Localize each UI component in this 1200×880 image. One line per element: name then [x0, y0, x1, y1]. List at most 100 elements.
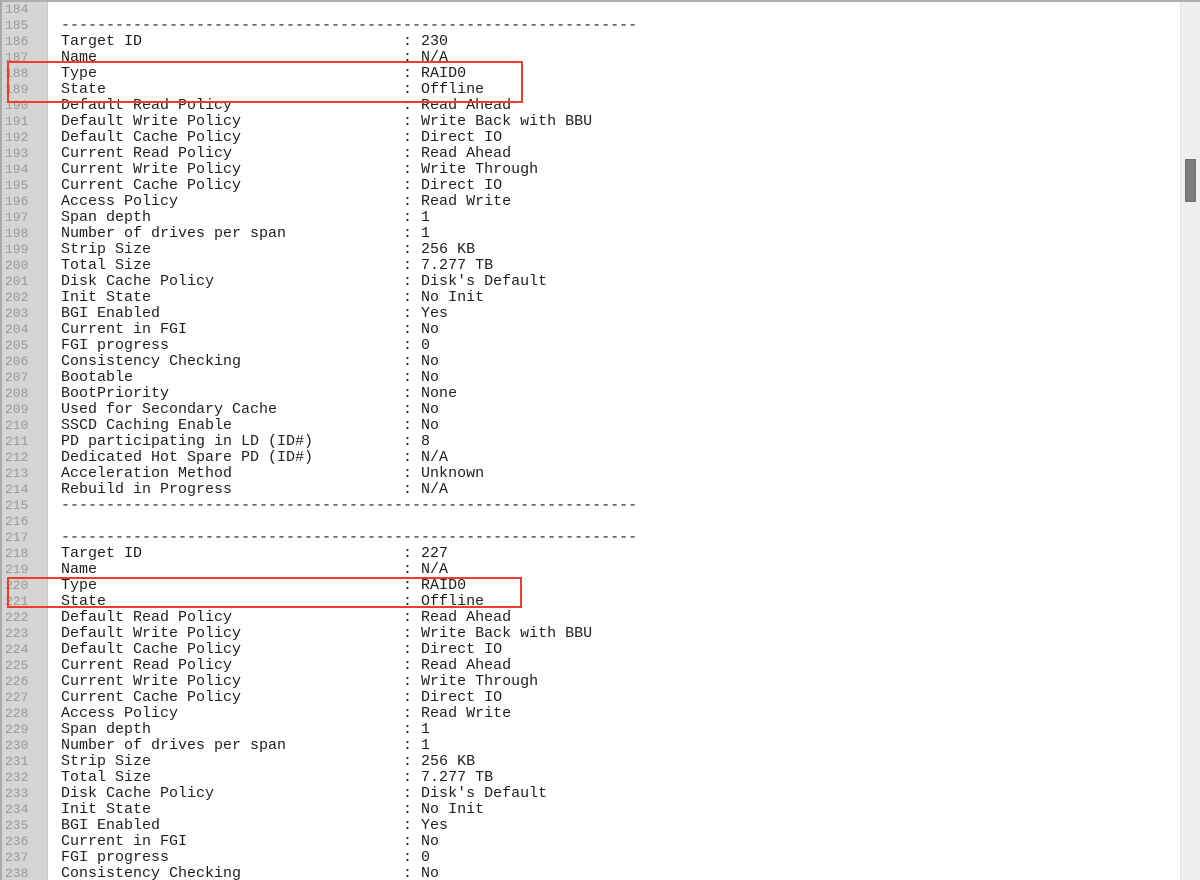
log-line-text: BootPriority : None	[61, 385, 458, 402]
code-line: 217 -------------------------------------…	[2, 530, 1200, 546]
line-number: 204	[2, 322, 48, 338]
line-number: 210	[2, 418, 48, 434]
line-number: 194	[2, 162, 48, 178]
log-line-text: Current in FGI : No	[61, 321, 440, 338]
log-line-text: Target ID : 230	[61, 33, 449, 50]
code-line: 213 Acceleration Method : Unknown	[2, 466, 1200, 482]
scrollbar-thumb[interactable]	[1185, 159, 1196, 202]
log-line-text: Name : N/A	[61, 561, 449, 578]
line-number: 221	[2, 594, 48, 610]
log-line-text: Current in FGI : No	[61, 833, 440, 850]
line-number: 184	[2, 2, 48, 18]
line-number: 212	[2, 450, 48, 466]
line-number: 188	[2, 66, 48, 82]
code-line: 232 Total Size : 7.277 TB	[2, 770, 1200, 786]
line-number: 190	[2, 98, 48, 114]
blank-line	[48, 2, 1200, 18]
line-number: 200	[2, 258, 48, 274]
line-number: 213	[2, 466, 48, 482]
log-line-text: Number of drives per span : 1	[61, 737, 431, 754]
log-line-text: Init State : No Init	[61, 801, 485, 818]
separator-line: ----------------------------------------…	[61, 17, 638, 34]
log-line-text: Number of drives per span : 1	[61, 225, 431, 242]
line-number: 208	[2, 386, 48, 402]
code-line: 187 Name : N/A	[2, 50, 1200, 66]
code-line: 198 Number of drives per span : 1	[2, 226, 1200, 242]
code-line: 214 Rebuild in Progress : N/A	[2, 482, 1200, 498]
code-line: 197 Span depth : 1	[2, 210, 1200, 226]
log-line-text: Current Read Policy : Read Ahead	[61, 145, 512, 162]
log-line-text: Default Cache Policy : Direct IO	[61, 641, 503, 658]
line-number: 191	[2, 114, 48, 130]
code-line: 234 Init State : No Init	[2, 802, 1200, 818]
line-number: 222	[2, 610, 48, 626]
code-line: 195 Current Cache Policy : Direct IO	[2, 178, 1200, 194]
code-line: 222 Default Read Policy : Read Ahead	[2, 610, 1200, 626]
log-line-text: Name : N/A	[61, 49, 449, 66]
code-line: 206 Consistency Checking : No	[2, 354, 1200, 370]
code-line: 216	[2, 514, 1200, 530]
log-line-text: Total Size : 7.277 TB	[61, 769, 494, 786]
log-line-text: Span depth : 1	[61, 721, 431, 738]
code-line: 208 BootPriority : None	[2, 386, 1200, 402]
separator-line: ----------------------------------------…	[61, 497, 638, 514]
log-line-text: State : Offline	[61, 81, 485, 98]
code-line: 212 Dedicated Hot Spare PD (ID#) : N/A	[2, 450, 1200, 466]
code-line: 200 Total Size : 7.277 TB	[2, 258, 1200, 274]
code-line: 191 Default Write Policy : Write Back wit…	[2, 114, 1200, 130]
code-line: 228 Access Policy : Read Write	[2, 706, 1200, 722]
line-number: 211	[2, 434, 48, 450]
line-number: 207	[2, 370, 48, 386]
vertical-scrollbar[interactable]	[1180, 2, 1200, 880]
code-line: 229 Span depth : 1	[2, 722, 1200, 738]
line-number: 196	[2, 194, 48, 210]
line-number: 226	[2, 674, 48, 690]
log-line-text: Dedicated Hot Spare PD (ID#) : N/A	[61, 449, 449, 466]
code-line: 186 Target ID : 230	[2, 34, 1200, 50]
line-number: 217	[2, 530, 48, 546]
log-line-text: State : Offline	[61, 593, 485, 610]
code-line: 204 Current in FGI : No	[2, 322, 1200, 338]
log-line-text: Target ID : 227	[61, 545, 449, 562]
log-line-text: Current Write Policy : Write Through	[61, 161, 539, 178]
code-line: 215 -------------------------------------…	[2, 498, 1200, 514]
blank-line	[48, 514, 1200, 530]
line-number: 199	[2, 242, 48, 258]
log-line-text: Bootable : No	[61, 369, 440, 386]
log-line-text: Span depth : 1	[61, 209, 431, 226]
line-number: 230	[2, 738, 48, 754]
log-line-text: Current Cache Policy : Direct IO	[61, 689, 503, 706]
code-line: 193 Current Read Policy : Read Ahead	[2, 146, 1200, 162]
code-line: 185 -------------------------------------…	[2, 18, 1200, 34]
line-number: 206	[2, 354, 48, 370]
line-number: 205	[2, 338, 48, 354]
log-line-text: BGI Enabled : Yes	[61, 305, 449, 322]
log-line-text: BGI Enabled : Yes	[61, 817, 449, 834]
line-number: 209	[2, 402, 48, 418]
line-number: 185	[2, 18, 48, 34]
line-number: 232	[2, 770, 48, 786]
code-line: 236 Current in FGI : No	[2, 834, 1200, 850]
separator-line: ----------------------------------------…	[61, 529, 638, 546]
log-line-text: Rebuild in Progress : N/A	[61, 481, 449, 498]
line-number: 228	[2, 706, 48, 722]
log-line-text: Consistency Checking : No	[61, 353, 440, 370]
code-line: 199 Strip Size : 256 KB	[2, 242, 1200, 258]
line-number: 193	[2, 146, 48, 162]
log-line-text: Access Policy : Read Write	[61, 193, 512, 210]
code-line: 223 Default Write Policy : Write Back wit…	[2, 626, 1200, 642]
code-line: 221 State : Offline	[2, 594, 1200, 610]
line-number: 236	[2, 834, 48, 850]
log-line-text: Strip Size : 256 KB	[61, 753, 476, 770]
line-number: 214	[2, 482, 48, 498]
code-line: 231 Strip Size : 256 KB	[2, 754, 1200, 770]
code-line: 184	[2, 2, 1200, 18]
log-line-text: Total Size : 7.277 TB	[61, 257, 494, 274]
code-line: 235 BGI Enabled : Yes	[2, 818, 1200, 834]
line-number: 220	[2, 578, 48, 594]
log-line-text: Acceleration Method : Unknown	[61, 465, 485, 482]
code-line: 205 FGI progress : 0	[2, 338, 1200, 354]
line-number: 235	[2, 818, 48, 834]
